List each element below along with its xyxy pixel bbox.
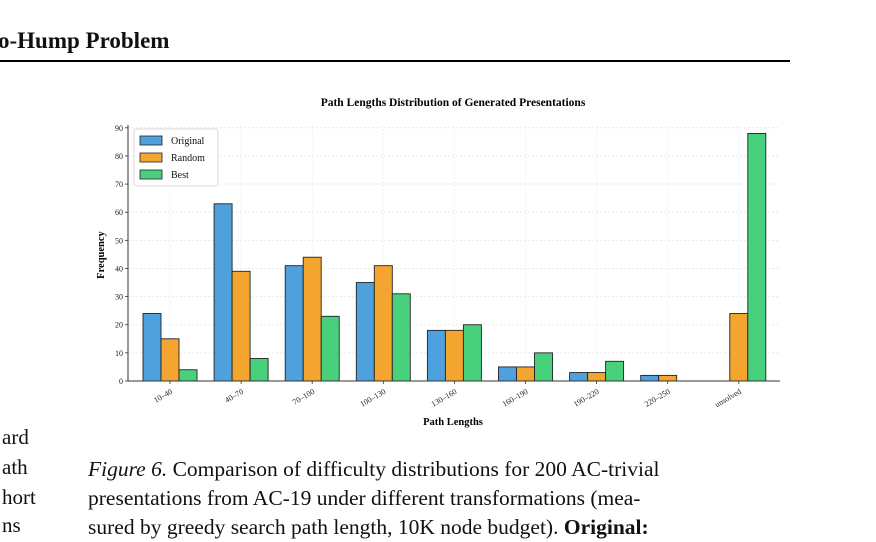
bar-original <box>355 282 375 382</box>
caption-text: sured by greedy search path length, 10K … <box>88 515 564 539</box>
running-head: o-Hump Problem <box>0 28 170 53</box>
bar-random <box>444 329 464 382</box>
bar-original <box>142 313 162 382</box>
figure-label: Figure 6. <box>88 457 168 481</box>
left-column-fragment: ard <box>2 425 29 449</box>
x-tick-label: unsolved <box>713 387 743 409</box>
left-column-fragment: hort <box>2 485 36 509</box>
y-tick-label: 40 <box>115 264 123 273</box>
x-tick-label: 220–250 <box>643 387 672 409</box>
bar-random <box>587 372 607 382</box>
bar-random <box>231 270 251 382</box>
chart-figure: Path Lengths Distribution of Generated P… <box>96 97 780 428</box>
x-tick-label: 190–220 <box>572 387 601 409</box>
legend: Original Random Best <box>133 128 219 187</box>
legend-label-original: Original <box>171 136 205 147</box>
bar-original <box>426 329 446 382</box>
bar-original <box>640 374 660 382</box>
y-tick-label: 80 <box>115 152 123 161</box>
y-tick-label: 20 <box>115 321 123 330</box>
x-axis-label: Path Lengths <box>423 417 483 428</box>
y-tick-label: 60 <box>115 208 123 217</box>
bar-best <box>320 315 340 382</box>
y-tick-label: 10 <box>115 349 123 358</box>
y-tick-label: 50 <box>115 236 123 245</box>
x-tick-label: 160–190 <box>501 387 530 409</box>
bar-random <box>658 374 678 382</box>
y-tick-label: 70 <box>115 180 123 189</box>
y-tick-label: 0 <box>119 377 123 386</box>
bar-original <box>284 265 304 382</box>
bar-best <box>747 132 767 382</box>
left-column-fragment: ath <box>2 455 28 479</box>
y-tick-label: 90 <box>115 124 123 133</box>
bar-random <box>160 338 180 382</box>
bar-best <box>605 360 625 382</box>
caption-bold-text: Original: <box>563 515 649 539</box>
bar-best <box>462 324 482 382</box>
bar-random <box>302 256 322 382</box>
bar-original <box>569 372 589 382</box>
bar-best <box>391 293 411 382</box>
left-column-fragment: ns <box>2 513 21 537</box>
bar-original <box>498 366 517 382</box>
x-tick-label: 10–40 <box>152 387 174 405</box>
x-tick-label: 70–100 <box>291 387 316 407</box>
y-tick-label: 30 <box>115 293 123 302</box>
bar-random <box>729 313 749 382</box>
chart-title: Path Lengths Distribution of Generated P… <box>321 97 586 109</box>
bar-best <box>249 358 269 382</box>
bar-random <box>516 366 535 382</box>
legend-label-best: Best <box>171 170 189 181</box>
bar-best <box>178 369 198 382</box>
header-rule <box>0 60 790 62</box>
bar-random <box>373 265 393 382</box>
bar-chart: Path Lengths Distribution of Generated P… <box>96 97 780 428</box>
legend-label-random: Random <box>171 153 205 164</box>
y-axis-label: Frequency <box>96 230 107 278</box>
caption-line-3: sured by greedy search path length, 10K … <box>88 513 788 542</box>
legend-swatch-best <box>139 169 163 180</box>
x-tick-label: 40–70 <box>223 387 245 405</box>
caption-line-2: presentations from AC-19 under different… <box>88 486 641 510</box>
caption-text: Comparison of difficulty distributions f… <box>167 457 660 481</box>
legend-swatch-random <box>139 152 163 163</box>
caption-line-1: Figure 6. Comparison of difficulty distr… <box>88 455 788 484</box>
x-tick-label: 130–160 <box>430 387 459 409</box>
x-tick-label: 100–130 <box>359 387 388 409</box>
figure-caption: Figure 6. Comparison of difficulty distr… <box>88 455 788 542</box>
bar-original <box>213 203 233 382</box>
bar-best <box>534 352 553 382</box>
legend-swatch-original <box>139 135 163 146</box>
